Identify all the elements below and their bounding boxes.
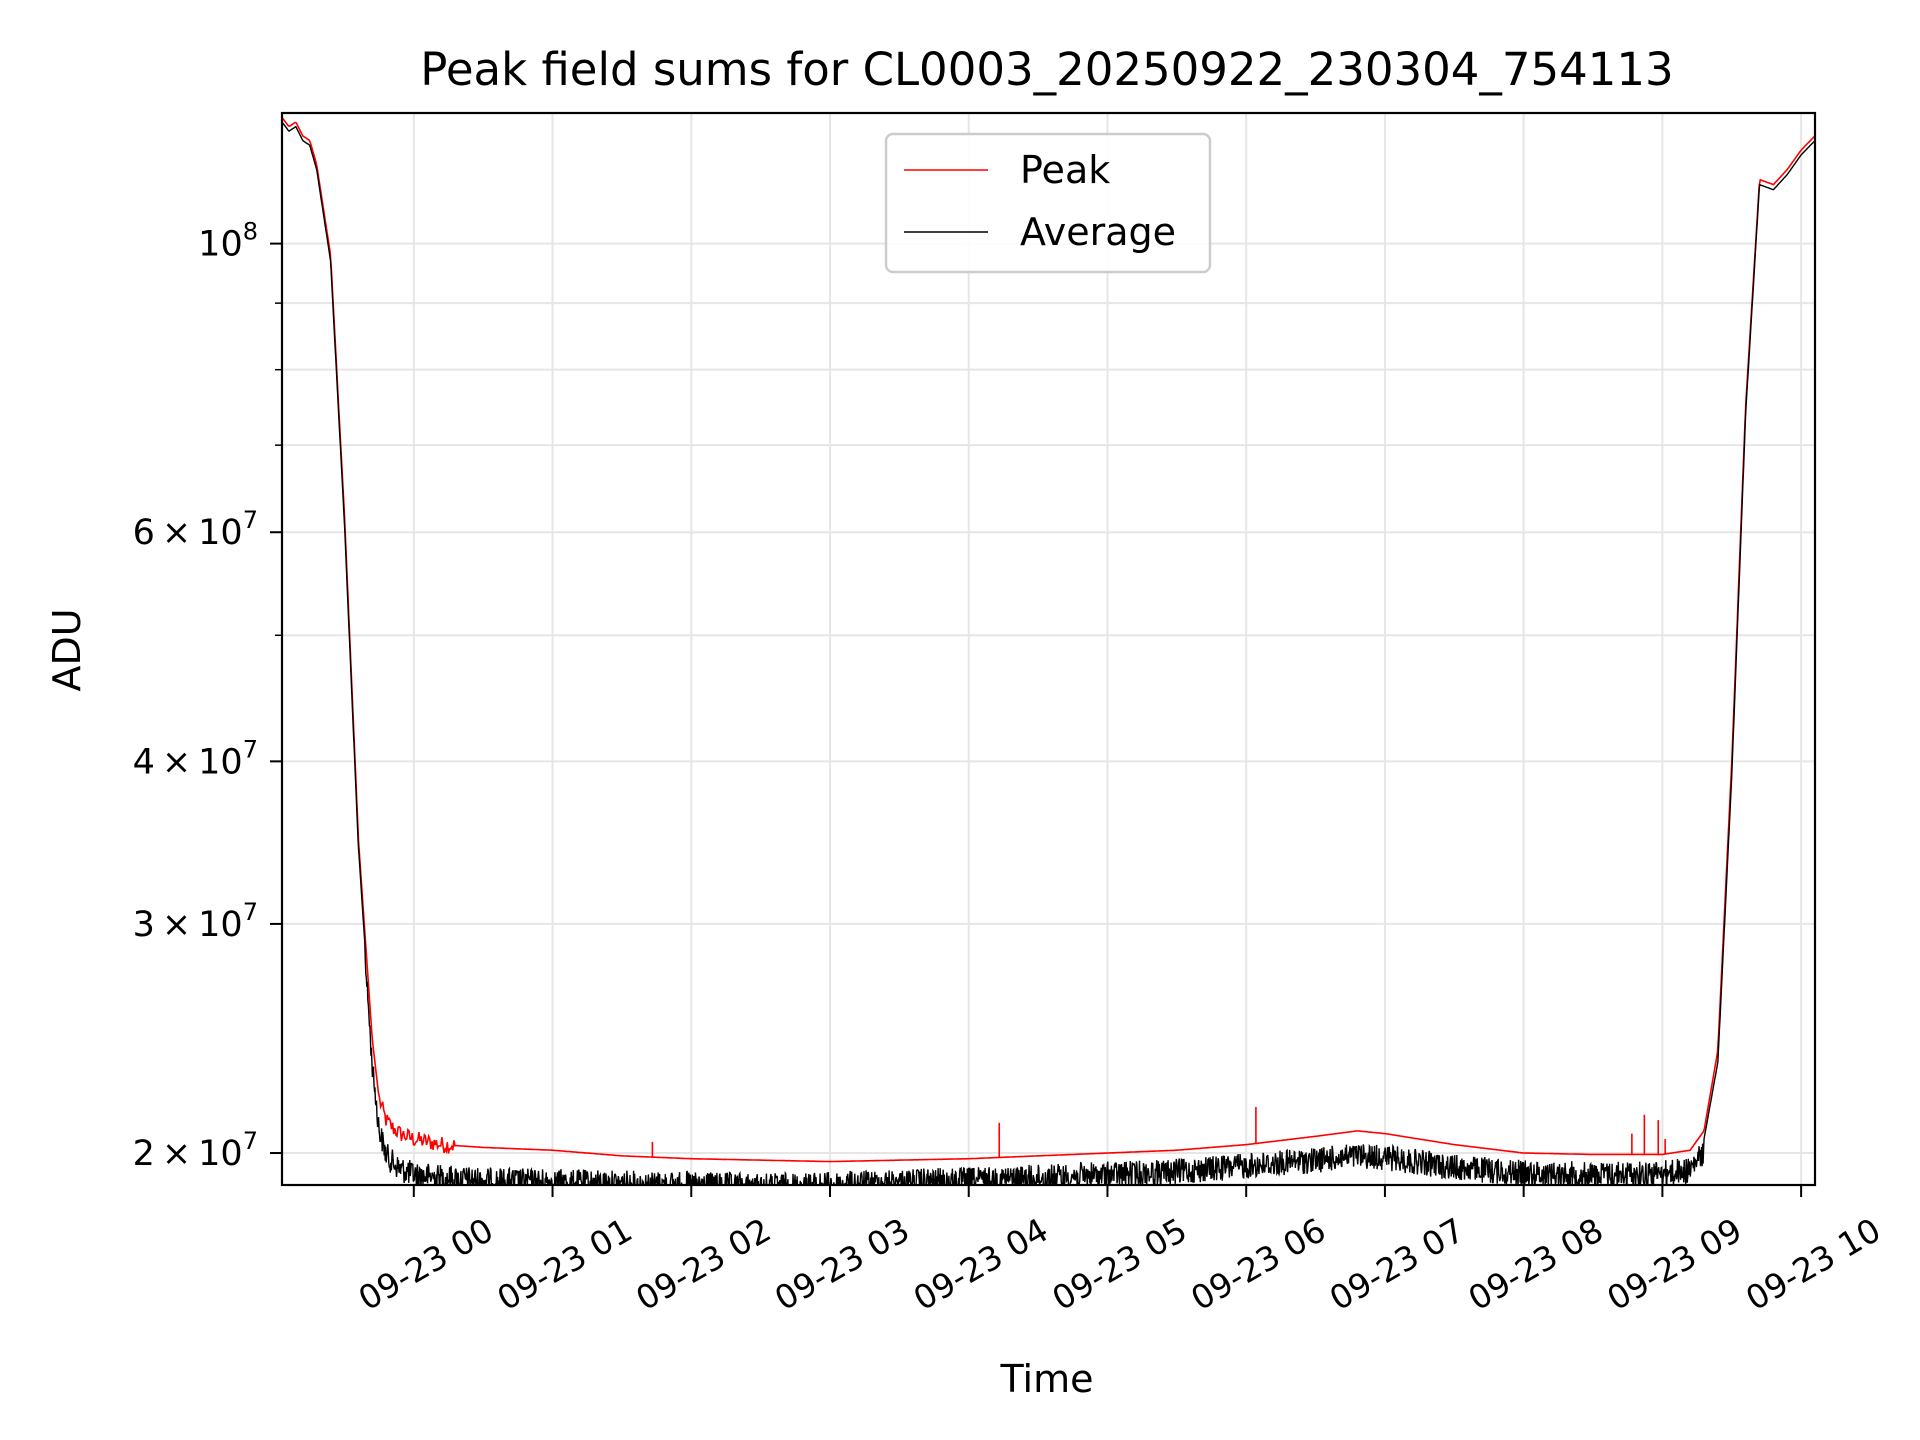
y-axis: 2 × 107 3 × 107 4 × 107 6 × 107 108 bbox=[133, 218, 282, 1174]
plot-area bbox=[282, 117, 1815, 1185]
axes-frame bbox=[280, 111, 1817, 1187]
series-line-average bbox=[282, 121, 1815, 1185]
y-tick-label: 6 × 107 bbox=[133, 506, 258, 553]
x-axis-label: Time bbox=[1000, 1357, 1094, 1401]
legend-label-peak: Peak bbox=[1020, 148, 1110, 192]
chart-title: Peak field sums for CL0003_20250922_2303… bbox=[420, 43, 1673, 96]
legend-label-average: Average bbox=[1020, 210, 1176, 254]
y-tick-label: 108 bbox=[198, 218, 258, 265]
legend: Peak Average bbox=[884, 132, 1212, 274]
grid bbox=[282, 113, 1815, 1185]
legend-box bbox=[884, 132, 1212, 274]
y-tick-label: 3 × 107 bbox=[133, 898, 258, 945]
y-tick-label: 4 × 107 bbox=[133, 735, 258, 782]
series-line-peak bbox=[282, 117, 1815, 1163]
y-axis-label: ADU bbox=[45, 608, 89, 691]
y-tick-label: 2 × 107 bbox=[133, 1127, 258, 1174]
